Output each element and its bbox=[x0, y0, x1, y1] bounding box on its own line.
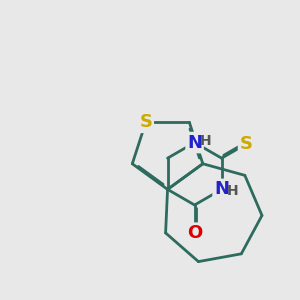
Text: O: O bbox=[187, 224, 202, 242]
Text: H: H bbox=[200, 134, 212, 148]
Text: N: N bbox=[214, 180, 229, 198]
Text: H: H bbox=[227, 184, 239, 198]
Text: N: N bbox=[187, 134, 202, 152]
Text: S: S bbox=[139, 113, 152, 131]
Text: S: S bbox=[240, 135, 253, 153]
